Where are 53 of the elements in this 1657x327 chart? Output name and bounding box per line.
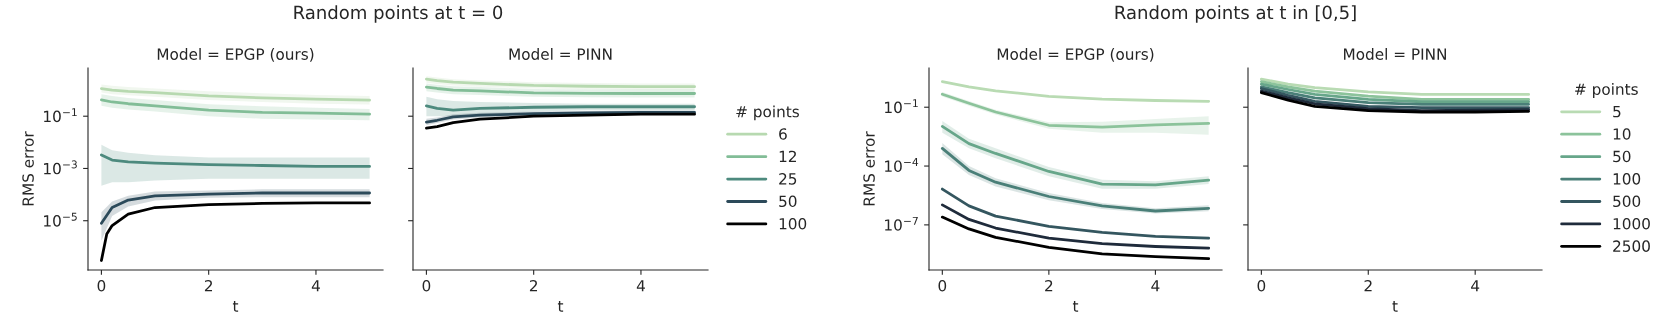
x-tick-label: 2: [529, 279, 538, 292]
y-tick-label: 10$^{−4}$: [885, 158, 919, 172]
x-axis-title: t: [557, 300, 564, 312]
x-tick-label: 4: [636, 280, 645, 292]
x-axis-title: t: [1072, 300, 1079, 312]
legend-label: 12: [779, 150, 796, 162]
legend-label: 100: [779, 217, 807, 230]
y-axis-title: RMS error: [22, 131, 34, 206]
chart-subtitle: Model = PINN: [1344, 48, 1446, 60]
x-axis-title: t: [1392, 300, 1398, 312]
legend-label: 10: [1613, 128, 1631, 140]
x-tick-label: 4: [1151, 280, 1160, 292]
legend-label: 50: [1613, 150, 1631, 163]
line-series: [100, 153, 371, 168]
legend-title: # points: [1575, 83, 1638, 98]
chart-subtitle: Model = PINN: [509, 48, 612, 60]
legend-label: 50: [779, 195, 797, 208]
chart-subtitle: Model = EPGP (ours): [997, 48, 1154, 62]
line-series: [940, 203, 1211, 250]
x-tick-label: 2: [1364, 279, 1372, 292]
legend-label: 25: [779, 173, 797, 185]
y-tick-label: 10$^{−1}$: [44, 108, 77, 123]
legend-label: 100: [1613, 173, 1641, 185]
legend-label: 2500: [1613, 240, 1650, 252]
line-series: [940, 187, 1211, 240]
y-tick-label: 10$^{−3}$: [44, 160, 77, 175]
x-tick-label: 0: [938, 279, 947, 292]
y-axis-title: RMS error: [863, 131, 875, 206]
chart-title: Random points at t in [0,5]: [1115, 5, 1356, 23]
x-tick-label: 0: [422, 279, 431, 292]
y-tick-label: 10$^{−7}$: [885, 216, 918, 231]
legend-label: 5: [1613, 106, 1621, 118]
x-tick-label: 0: [97, 279, 106, 292]
line-series: [940, 80, 1211, 103]
legend-label: 500: [1613, 195, 1641, 208]
x-tick-label: 4: [1471, 280, 1480, 292]
line-series: [100, 201, 371, 262]
legend-title: # points: [736, 105, 799, 121]
line-series: [100, 98, 371, 116]
x-axis-title: t: [232, 300, 239, 312]
x-tick-label: 0: [1257, 279, 1266, 292]
y-tick-label: 10$^{−1}$: [885, 99, 918, 114]
legend-label: 6: [779, 128, 787, 140]
legend-label: 1000: [1613, 217, 1650, 230]
line-series: [940, 215, 1211, 261]
y-tick-label: 10$^{−5}$: [44, 212, 77, 227]
chart-subtitle: Model = EPGP (ours): [157, 48, 314, 62]
x-tick-label: 2: [1045, 279, 1053, 292]
line-series: [100, 191, 371, 225]
chart-title: Random points at t = 0: [294, 5, 503, 23]
x-tick-label: 4: [311, 280, 320, 292]
line-series: [940, 92, 1211, 129]
x-tick-label: 2: [204, 279, 213, 292]
